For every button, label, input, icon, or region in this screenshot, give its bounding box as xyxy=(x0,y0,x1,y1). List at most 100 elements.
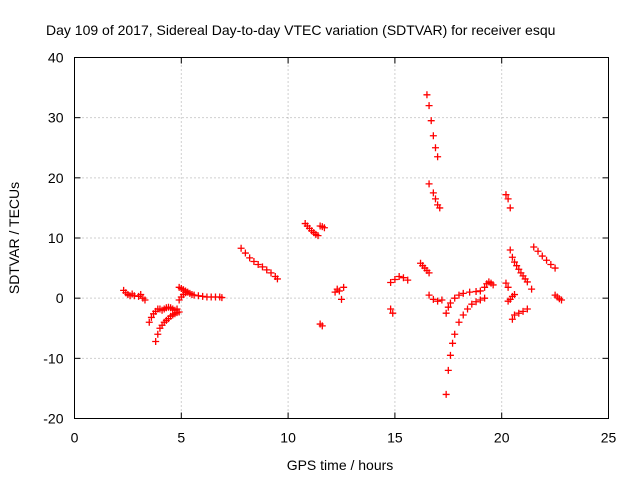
data-point xyxy=(318,322,326,330)
data-point xyxy=(246,254,254,262)
data-point xyxy=(425,180,433,188)
data-point xyxy=(504,195,512,203)
data-point xyxy=(547,260,555,268)
data-point xyxy=(391,276,399,284)
series-track-24 xyxy=(504,291,519,305)
axis-ticks xyxy=(74,57,609,419)
series-track-15 xyxy=(423,91,442,161)
data-point xyxy=(476,287,484,295)
series-track-14 xyxy=(417,259,433,277)
data-point xyxy=(444,366,452,374)
series-track-12 xyxy=(387,305,397,317)
data-point xyxy=(472,298,480,306)
series-track-7 xyxy=(237,244,281,283)
data-point xyxy=(508,315,516,323)
data-point xyxy=(523,305,531,313)
series-track-16 xyxy=(425,180,444,212)
data-point xyxy=(459,289,467,297)
series-track-23 xyxy=(506,246,536,293)
data-point xyxy=(175,308,183,316)
data-point xyxy=(442,390,450,398)
data-point xyxy=(218,294,226,302)
x-tick-label: 5 xyxy=(177,430,185,446)
data-points xyxy=(120,91,566,398)
data-point xyxy=(182,289,190,297)
y-tick-label: -20 xyxy=(43,411,63,427)
data-point xyxy=(444,303,452,311)
data-point xyxy=(425,291,433,299)
data-point xyxy=(459,311,467,319)
data-point xyxy=(502,191,510,199)
series-track-9 xyxy=(316,222,328,232)
tick-labels: 0 5 10 15 20 25 -20 -10 0 10 20 30 40 xyxy=(43,50,616,446)
x-tick-label: 0 xyxy=(71,430,79,446)
series-track-8 xyxy=(301,220,322,240)
data-point xyxy=(429,189,437,197)
data-point xyxy=(340,283,348,291)
data-point xyxy=(534,247,542,255)
data-point xyxy=(442,309,450,317)
series-track-17 xyxy=(425,291,446,305)
series-track-18 xyxy=(442,287,484,317)
y-tick-label: 10 xyxy=(48,230,64,246)
data-point xyxy=(267,269,275,277)
data-point xyxy=(451,294,459,302)
data-point xyxy=(273,275,281,283)
data-point xyxy=(387,305,395,313)
data-point xyxy=(558,296,566,304)
data-point xyxy=(399,274,407,282)
data-point xyxy=(508,253,516,261)
series-track-25 xyxy=(508,305,531,323)
data-point xyxy=(425,269,433,277)
series-track-11 xyxy=(331,283,348,303)
data-point xyxy=(466,288,474,296)
data-point xyxy=(425,102,433,110)
data-point xyxy=(154,330,162,338)
data-point xyxy=(429,132,437,140)
data-point xyxy=(241,249,249,257)
data-point xyxy=(481,294,489,302)
data-point xyxy=(515,265,523,273)
data-point xyxy=(506,246,514,254)
data-point xyxy=(504,283,512,291)
data-point xyxy=(258,263,266,271)
data-point xyxy=(145,318,153,326)
data-point xyxy=(511,291,519,299)
chart-title: Day 109 of 2017, Sidereal Day-to-day VTE… xyxy=(46,22,555,38)
data-point xyxy=(438,296,446,304)
data-point xyxy=(455,291,463,299)
data-point xyxy=(538,252,546,260)
data-point xyxy=(551,264,559,272)
data-point xyxy=(513,262,521,270)
y-tick-label: -10 xyxy=(43,350,63,366)
data-point xyxy=(543,256,551,264)
data-point xyxy=(141,296,149,304)
data-point xyxy=(431,195,439,203)
data-point xyxy=(387,279,395,287)
y-tick-label: 30 xyxy=(48,110,64,126)
y-tick-label: 0 xyxy=(56,290,64,306)
data-point xyxy=(506,204,514,212)
data-point xyxy=(519,307,527,315)
x-tick-label: 25 xyxy=(601,430,617,446)
data-point xyxy=(523,278,531,286)
series-track-13 xyxy=(387,273,412,287)
series-track-27 xyxy=(551,291,566,304)
data-point xyxy=(427,117,435,125)
series-track-20 xyxy=(481,278,497,291)
data-point xyxy=(455,318,463,326)
x-axis-label: GPS time / hours xyxy=(287,457,394,473)
data-point xyxy=(464,305,472,313)
data-point xyxy=(429,295,437,303)
data-point xyxy=(434,153,442,161)
y-axis-label: SDTVAR / TECUs xyxy=(6,182,22,294)
series-track-10 xyxy=(316,320,326,330)
y-tick-label: 40 xyxy=(48,50,64,66)
data-point xyxy=(314,232,322,240)
data-point xyxy=(446,351,454,359)
data-point xyxy=(250,257,258,265)
data-point xyxy=(404,276,412,284)
data-point xyxy=(436,204,444,212)
data-point xyxy=(137,291,145,299)
